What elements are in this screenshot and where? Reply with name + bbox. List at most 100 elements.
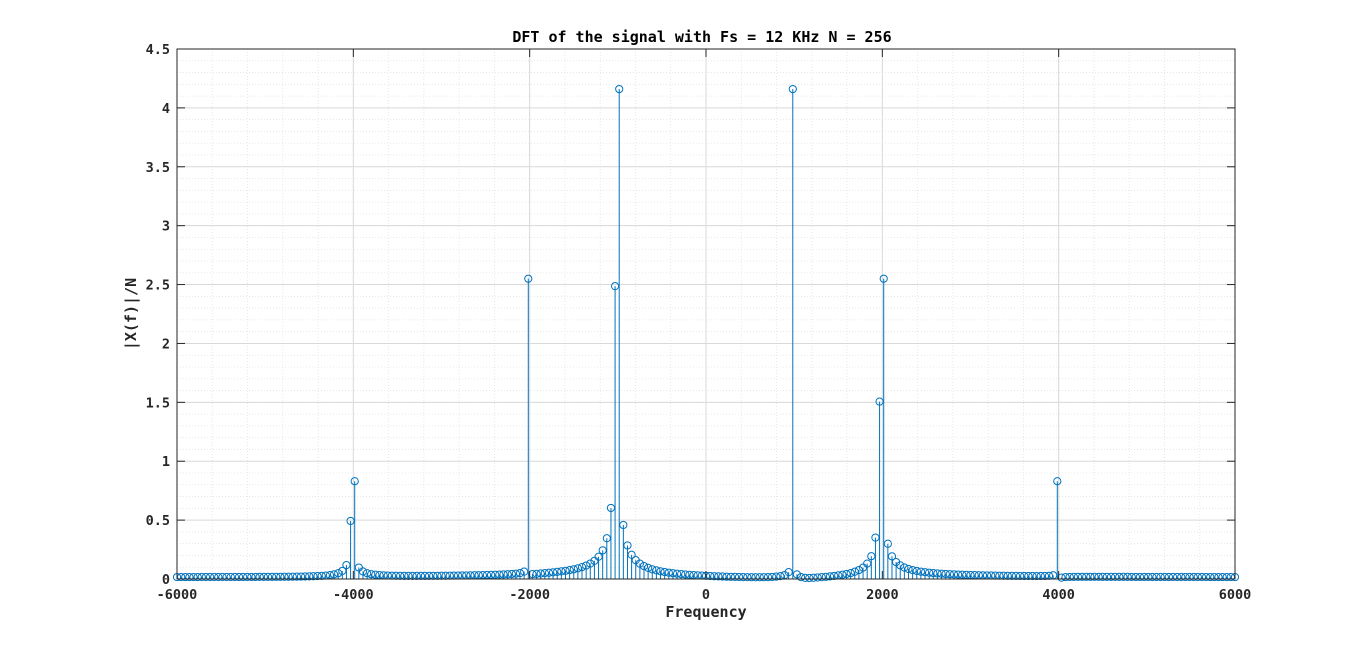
stem-marker: [920, 568, 930, 577]
stem-marker: [850, 567, 859, 576]
stem-marker: [201, 572, 211, 582]
stem-marker: [1152, 572, 1161, 582]
stem-marker: [230, 572, 239, 582]
stem-marker: [958, 570, 967, 579]
stem-marker: [1201, 572, 1211, 582]
stem-marker: [1226, 572, 1235, 582]
stem-marker: [557, 567, 566, 576]
stem-marker: [784, 568, 793, 577]
stem-marker: [929, 568, 938, 578]
chart-title: DFT of the signal with Fs = 12 KHz N = 2…: [512, 28, 891, 46]
x-axis-label: Frequency: [665, 603, 746, 621]
stem-marker: [301, 572, 310, 581]
y-tick-label: 3: [162, 219, 170, 235]
stem-marker: [292, 572, 301, 581]
y-tick-label: 2.5: [146, 278, 170, 294]
stem-marker: [515, 569, 525, 578]
stem-marker: [586, 559, 595, 568]
stem-marker: [912, 566, 921, 576]
stem-marker: [1082, 572, 1091, 581]
stem-marker: [1086, 572, 1095, 581]
stem-marker: [1160, 572, 1169, 582]
stem-marker: [1098, 572, 1107, 581]
stem-marker: [615, 84, 624, 94]
stem-marker: [821, 572, 830, 581]
stem-marker: [193, 572, 202, 582]
stem-marker: [1123, 572, 1132, 582]
stem-marker: [842, 569, 851, 579]
stem-marker: [838, 570, 847, 579]
stem-marker: [863, 559, 872, 568]
stem-marker: [520, 567, 529, 576]
stem-marker: [528, 569, 537, 579]
x-tick-label: 6000: [1219, 587, 1252, 603]
stem-marker: [524, 274, 533, 283]
stem-marker: [1090, 572, 1099, 581]
stem-marker: [309, 572, 318, 581]
stem-marker: [755, 573, 764, 582]
stem-marker: [553, 567, 562, 576]
stem-marker: [772, 572, 781, 581]
stem-marker: [1011, 571, 1021, 581]
stem-marker: [177, 572, 186, 582]
stem-marker: [730, 572, 740, 582]
stem-marker: [1069, 572, 1078, 581]
stem-marker: [644, 563, 653, 572]
stem-marker: [1032, 571, 1041, 581]
stem-marker: [205, 572, 215, 582]
stem-marker: [1193, 572, 1202, 582]
stem-marker: [565, 566, 574, 575]
stem-marker: [652, 566, 661, 575]
stem-marker: [234, 572, 244, 582]
stem-marker: [879, 274, 888, 283]
stem-marker: [594, 552, 603, 561]
stem-marker: [1173, 572, 1182, 582]
stem-marker: [251, 572, 260, 582]
stem-marker: [602, 534, 611, 543]
stem-marker: [371, 570, 380, 579]
stem-marker: [503, 570, 512, 579]
stem-marker: [763, 572, 773, 582]
stem-marker: [1036, 571, 1045, 581]
stem-marker: [1181, 572, 1190, 582]
stem-marker: [627, 550, 636, 559]
stem-marker: [945, 570, 954, 579]
stem-marker: [635, 559, 644, 568]
stem-marker: [962, 570, 971, 579]
stem-marker: [619, 520, 628, 530]
stem-marker: [1127, 572, 1136, 582]
stem-marker: [358, 567, 368, 576]
stem-marker: [949, 570, 959, 579]
stem-marker: [243, 572, 252, 582]
stem-marker: [759, 573, 768, 582]
stem-marker: [1218, 572, 1227, 582]
stem-marker: [561, 566, 570, 575]
stem-marker: [796, 573, 806, 582]
stem-marker: [544, 568, 554, 577]
stem-marker: [305, 572, 314, 581]
stem-marker: [329, 570, 339, 579]
x-tick-labels: -6000 -4000 -2000 0 2000 4000 6000: [157, 587, 1252, 603]
stem-marker: [1210, 572, 1219, 582]
stem-marker: [486, 570, 496, 579]
stem-marker: [1065, 572, 1074, 582]
stem-marker: [788, 84, 797, 94]
stem-series: [172, 84, 1240, 583]
y-tick-label: 4: [162, 101, 170, 117]
stem-marker: [875, 397, 884, 406]
stem-marker: [1177, 572, 1186, 582]
stem-marker: [1131, 572, 1140, 582]
stem-marker: [751, 573, 760, 582]
stem-marker: [491, 570, 500, 579]
stem-marker: [887, 552, 897, 561]
stem-marker: [722, 572, 731, 581]
stem-marker: [263, 572, 273, 581]
stem-marker: [214, 572, 223, 582]
stem-marker: [672, 569, 682, 578]
stem-marker: [867, 552, 876, 561]
stem-marker: [743, 573, 752, 582]
stem-marker: [284, 572, 293, 581]
stem-marker: [532, 569, 541, 578]
